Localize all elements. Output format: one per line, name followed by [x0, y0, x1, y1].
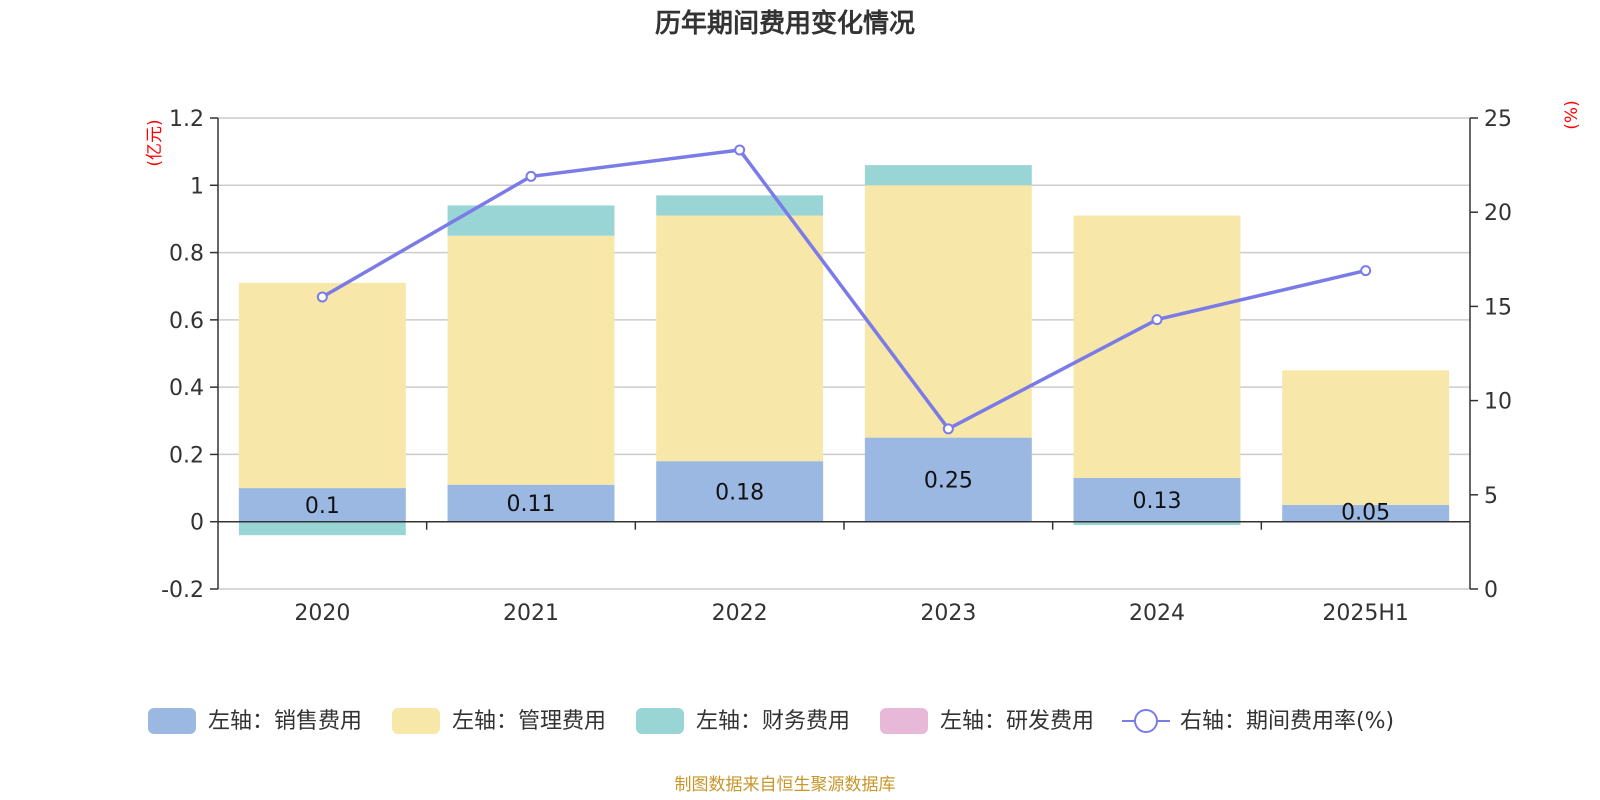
x-tick-label: 2021	[503, 601, 559, 626]
bar	[1073, 521, 1241, 526]
bar	[656, 195, 824, 216]
legend-marker	[1134, 709, 1158, 733]
left-tick-label: 0.2	[169, 443, 204, 468]
axes: -0.2 0 0.2 0.4 0.6 0.8 1 1.2 0 5 10 15 20 25 2020 2021 2…	[161, 107, 1512, 626]
rate-point	[316, 291, 328, 303]
legend-swatch	[880, 708, 928, 734]
x-tick-label: 2024	[1129, 601, 1185, 626]
bar	[238, 521, 406, 536]
x-tick-label: 2025H1	[1322, 601, 1409, 626]
bar-data-label: 0.25	[924, 469, 973, 494]
left-tick-label: 0.8	[169, 242, 204, 267]
rate-line	[321, 148, 1367, 432]
right-tick-label: 0	[1484, 578, 1498, 603]
bar-data-label: 0.13	[1133, 489, 1182, 514]
legend-item: 左轴：销售费用	[148, 708, 362, 734]
legend: 左轴：销售费用 左轴：管理费用 左轴：财务费用 左轴：研发费用 右轴：期间费用率(%)	[148, 708, 1394, 734]
source-note: 制图数据来自恒生聚源数据库	[675, 775, 896, 795]
right-axis-unit: (%)	[1562, 100, 1582, 129]
legend-item: 左轴：财务费用	[636, 708, 850, 734]
right-tick-label: 10	[1484, 390, 1512, 415]
left-tick-label: -0.2	[161, 578, 204, 603]
legend-label: 左轴：财务费用	[696, 709, 850, 734]
legend-swatch	[148, 708, 196, 734]
data-labels: 0.1 0.11 0.18 0.25 0.13 0.05	[305, 469, 1390, 526]
x-tick-label: 2020	[294, 601, 350, 626]
bar	[238, 488, 406, 522]
bar-data-label: 0.05	[1341, 501, 1390, 526]
legend-label: 右轴：期间费用率(%)	[1180, 709, 1394, 734]
x-tick-label: 2023	[920, 601, 976, 626]
bar-data-label: 0.11	[507, 492, 556, 517]
grid-lines	[218, 117, 1470, 590]
right-tick-label: 5	[1484, 484, 1498, 509]
rate-point	[734, 144, 746, 156]
chart-title: 历年期间费用变化情况	[655, 8, 915, 39]
legend-item: 左轴：研发费用	[880, 708, 1094, 734]
right-tick-label: 25	[1484, 107, 1512, 132]
rate-point	[1151, 314, 1163, 326]
legend-label: 左轴：销售费用	[208, 709, 362, 734]
left-tick-label: 0.4	[169, 376, 204, 401]
rate-point	[525, 170, 537, 182]
right-tick-label: 15	[1484, 295, 1512, 320]
rate-point	[1360, 265, 1372, 277]
bar	[864, 437, 1032, 522]
bar	[1073, 477, 1241, 522]
legend-label: 左轴：管理费用	[452, 709, 606, 734]
left-tick-label: 0.6	[169, 309, 204, 334]
legend-swatch	[392, 708, 440, 734]
bar	[238, 282, 406, 489]
bar	[864, 185, 1032, 438]
left-tick-label: 0	[190, 511, 204, 536]
bar	[656, 215, 824, 462]
left-tick-label: 1	[190, 174, 204, 199]
x-tick-label: 2022	[712, 601, 768, 626]
bar-data-label: 0.1	[305, 494, 340, 519]
bar-series	[238, 165, 1450, 536]
bar	[864, 165, 1032, 186]
bar	[1073, 215, 1241, 478]
bar	[1282, 504, 1450, 522]
legend-label: 左轴：研发费用	[940, 709, 1094, 734]
bar	[447, 484, 615, 522]
legend-item: 左轴：管理费用	[392, 708, 606, 734]
bar	[447, 235, 615, 485]
legend-swatch	[636, 708, 684, 734]
legend-item: 右轴：期间费用率(%)	[1122, 709, 1394, 734]
rate-point	[942, 423, 954, 435]
right-tick-label: 20	[1484, 201, 1512, 226]
bar	[656, 461, 824, 522]
left-tick-label: 1.2	[169, 107, 204, 132]
bar-data-label: 0.18	[715, 480, 764, 505]
left-axis-unit: (亿元)	[145, 119, 165, 166]
bar	[1282, 370, 1450, 505]
rate-line-series	[316, 144, 1372, 435]
